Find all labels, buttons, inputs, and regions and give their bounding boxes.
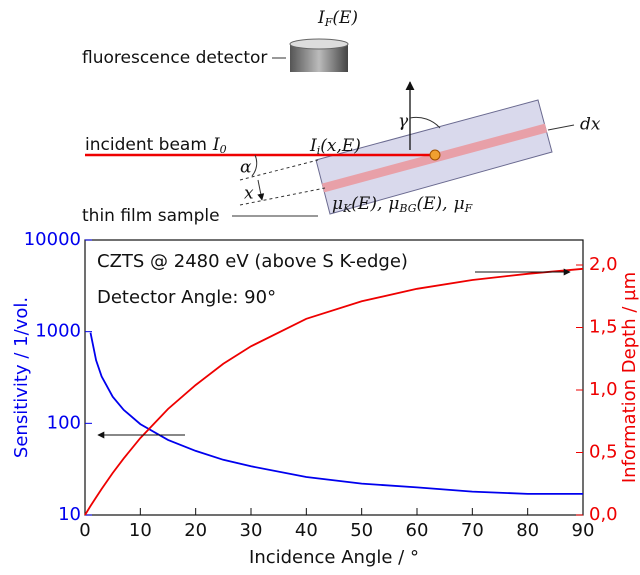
x-tick-label: 50: [350, 520, 373, 541]
coef-sub: BG: [398, 202, 416, 215]
coef-rest: (E),: [351, 194, 382, 214]
detector-caption: fluorescence detector: [82, 48, 267, 68]
x-tick-label: 80: [516, 520, 539, 541]
x-tick-label: 30: [240, 520, 263, 541]
y2-tick-label: 1,5: [589, 317, 618, 338]
gamma-label: γ: [398, 112, 409, 132]
diagram: IF(E) fluorescence detector incident bea…: [82, 8, 601, 227]
alpha-label: α: [240, 158, 252, 178]
alpha-arc: [251, 154, 258, 177]
x-tick-label: 70: [461, 520, 484, 541]
y-axis-label: Sensitivity / 1/vol.: [11, 297, 32, 458]
dashed: [239, 159, 319, 181]
series-line: [89, 332, 583, 495]
coef-sub: F: [464, 202, 473, 215]
depth-arrow: [257, 179, 265, 201]
leader: [547, 124, 575, 131]
plot-frame: [84, 239, 584, 516]
coef-symbol: μ: [388, 194, 399, 214]
x-tick-label: 40: [295, 520, 318, 541]
slice-label: dx: [580, 115, 601, 135]
y2-tick-label: 0,5: [589, 442, 618, 463]
y2-tick-label: 0,0: [589, 504, 618, 525]
y-tick-label: 100: [47, 412, 81, 433]
detector-symbol: IF(E): [317, 8, 358, 30]
x-tick-label: 20: [184, 520, 207, 541]
detector-top: [289, 38, 349, 50]
y-tick-label: 10: [58, 504, 81, 525]
annotation: Detector Angle: 90°: [97, 287, 276, 308]
x-tick-label: 0: [79, 520, 90, 541]
coef-symbol: μ: [454, 194, 465, 214]
interaction-point: [429, 149, 441, 161]
depth-label: x: [244, 184, 254, 204]
sample-label: thin film sample: [82, 206, 220, 226]
coefficients: μK(E), μBG(E), μF: [332, 194, 473, 216]
y-tick-label: 1000: [35, 321, 81, 342]
y2-tick-label: 1,0: [589, 379, 618, 400]
x-tick-label: 10: [129, 520, 152, 541]
x-axis-label: Incidence Angle / °: [249, 547, 419, 568]
y2-tick-label: 2,0: [589, 254, 618, 275]
y2-axis-label: Information Depth / µm: [619, 272, 640, 483]
series-line: [84, 267, 584, 516]
coef-symbol: μ: [332, 194, 343, 214]
beam-label: incident beam I0: [85, 135, 227, 157]
intensity-label: Ii(x,E): [309, 136, 361, 158]
x-tick-label: 60: [406, 520, 429, 541]
y-tick-label: 10000: [24, 229, 81, 250]
annotation: CZTS @ 2480 eV (above S K-edge): [97, 251, 408, 272]
x-tick-label: 90: [572, 520, 595, 541]
coef-sub: K: [342, 202, 352, 215]
gamma-arc: [409, 116, 441, 129]
coef-rest: (E),: [417, 194, 448, 214]
dashed: [239, 187, 326, 206]
